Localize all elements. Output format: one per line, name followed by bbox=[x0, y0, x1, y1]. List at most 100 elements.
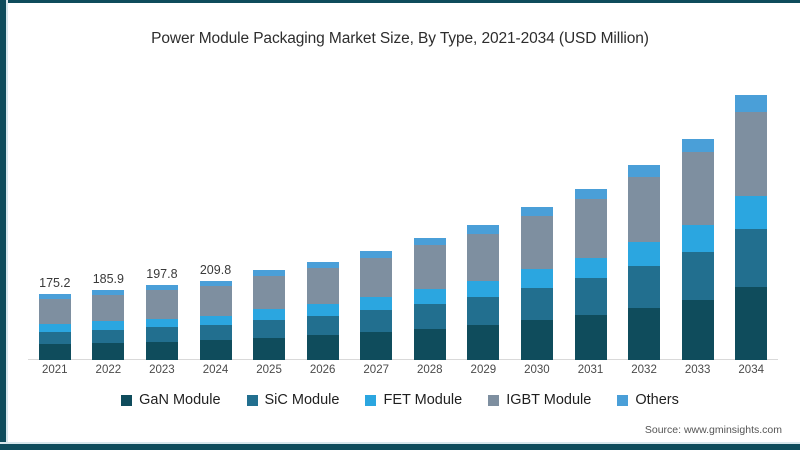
bar-segment[interactable] bbox=[467, 297, 500, 326]
bar-segment[interactable] bbox=[38, 331, 71, 345]
bar-segment[interactable] bbox=[145, 341, 178, 360]
source-attribution: Source: www.gminsights.com bbox=[644, 424, 782, 436]
bar-segment[interactable] bbox=[253, 276, 286, 310]
bar-segment[interactable] bbox=[145, 290, 178, 319]
legend-item-others[interactable]: Others bbox=[617, 392, 679, 408]
frame-bottom-border bbox=[0, 444, 800, 450]
bar-segment[interactable] bbox=[38, 293, 71, 299]
bar-segment[interactable] bbox=[520, 319, 553, 360]
bar-stack[interactable] bbox=[360, 251, 393, 360]
bar-segment[interactable] bbox=[467, 281, 500, 298]
bar-segment[interactable] bbox=[199, 340, 232, 360]
bar-stack[interactable] bbox=[628, 165, 661, 360]
bar-segment[interactable] bbox=[520, 269, 553, 288]
bar-segment[interactable] bbox=[145, 327, 178, 342]
bar-stack[interactable] bbox=[735, 95, 768, 360]
bar-segment[interactable] bbox=[92, 289, 125, 295]
bar-segment[interactable] bbox=[681, 300, 714, 360]
bar-segment[interactable] bbox=[413, 328, 446, 360]
bar-segment[interactable] bbox=[520, 216, 553, 270]
bar-segment[interactable] bbox=[735, 95, 768, 112]
bar-stack[interactable] bbox=[520, 207, 553, 360]
bar-segment[interactable] bbox=[681, 224, 714, 253]
bar-segment[interactable] bbox=[413, 303, 446, 329]
bar-segment[interactable] bbox=[574, 198, 607, 258]
bar-segment[interactable] bbox=[628, 307, 661, 360]
bar-segment[interactable] bbox=[306, 335, 339, 360]
bar-segment[interactable] bbox=[735, 287, 768, 360]
bar-segment[interactable] bbox=[92, 342, 125, 360]
bar-segment[interactable] bbox=[199, 315, 232, 325]
bar-segment[interactable] bbox=[681, 252, 714, 301]
bar-segment[interactable] bbox=[306, 315, 339, 336]
x-axis-tick-2025: 2025 bbox=[256, 364, 282, 376]
x-axis-tick-2026: 2026 bbox=[309, 364, 336, 376]
bar-segment[interactable] bbox=[253, 270, 286, 277]
bar-segment[interactable] bbox=[306, 262, 339, 269]
bar-value-label: 185.9 bbox=[92, 271, 124, 286]
bar-segment[interactable] bbox=[628, 176, 661, 242]
bar-stack[interactable] bbox=[574, 189, 607, 360]
bar-segment[interactable] bbox=[735, 195, 768, 229]
bar-segment[interactable] bbox=[413, 237, 446, 246]
bar-segment[interactable] bbox=[145, 318, 178, 328]
bar-segment[interactable] bbox=[574, 278, 607, 315]
bar-segment[interactable] bbox=[253, 319, 286, 338]
bar-segment[interactable] bbox=[199, 280, 232, 286]
bar-segment[interactable] bbox=[306, 304, 339, 316]
bar-segment[interactable] bbox=[413, 288, 446, 304]
x-axis-tick-2034: 2034 bbox=[738, 364, 764, 376]
bar-segment[interactable] bbox=[92, 294, 125, 322]
bar-stack[interactable] bbox=[253, 270, 286, 360]
legend-item-gan-module[interactable]: GaN Module bbox=[121, 392, 221, 408]
bar-segment[interactable] bbox=[145, 285, 178, 291]
bar-stack[interactable] bbox=[306, 262, 339, 360]
bar-segment[interactable] bbox=[628, 265, 661, 308]
bar-stack[interactable]: 197.8 bbox=[145, 267, 178, 360]
bar-segment[interactable] bbox=[253, 337, 286, 360]
legend-swatch-icon bbox=[617, 394, 629, 406]
bar-segment[interactable] bbox=[360, 257, 393, 298]
bar-segment[interactable] bbox=[253, 309, 286, 320]
bar-segment[interactable] bbox=[628, 165, 661, 177]
legend-item-igbt-module[interactable]: IGBT Module bbox=[488, 392, 591, 408]
bar-segment[interactable] bbox=[520, 207, 553, 217]
bar-segment[interactable] bbox=[574, 189, 607, 199]
bar-stack[interactable] bbox=[681, 139, 714, 360]
bar-segment[interactable] bbox=[92, 329, 125, 343]
bar-segment[interactable] bbox=[199, 324, 232, 341]
bar-segment[interactable] bbox=[467, 233, 500, 282]
bar-segment[interactable] bbox=[199, 285, 232, 316]
legend-item-fet-module[interactable]: FET Module bbox=[365, 392, 462, 408]
bar-segment[interactable] bbox=[306, 268, 339, 305]
bar-stack[interactable]: 185.9 bbox=[92, 272, 125, 360]
frame-left-inner-border bbox=[6, 0, 8, 450]
bar-stack[interactable] bbox=[413, 237, 446, 360]
bar-segment[interactable] bbox=[92, 321, 125, 330]
bar-segment[interactable] bbox=[467, 225, 500, 234]
bar-stack[interactable]: 209.8 bbox=[199, 263, 232, 360]
bar-segment[interactable] bbox=[38, 344, 71, 360]
x-axis-tick-2030: 2030 bbox=[524, 364, 550, 376]
bar-segment[interactable] bbox=[467, 325, 500, 360]
bar-segment[interactable] bbox=[735, 111, 768, 196]
bar-stack[interactable]: 175.2 bbox=[38, 276, 71, 360]
x-axis-tick-2023: 2023 bbox=[149, 364, 175, 376]
bar-segment[interactable] bbox=[681, 152, 714, 225]
bar-segment[interactable] bbox=[360, 251, 393, 258]
bar-segment[interactable] bbox=[574, 257, 607, 279]
x-axis-tick-2022: 2022 bbox=[95, 364, 122, 376]
bar-segment[interactable] bbox=[628, 241, 661, 266]
bar-segment[interactable] bbox=[38, 298, 71, 325]
legend-item-sic-module[interactable]: SiC Module bbox=[246, 392, 339, 408]
bar-segment[interactable] bbox=[413, 245, 446, 289]
bar-segment[interactable] bbox=[360, 297, 393, 311]
bar-segment[interactable] bbox=[520, 287, 553, 320]
bar-stack[interactable] bbox=[467, 225, 500, 360]
bar-segment[interactable] bbox=[681, 139, 714, 153]
bar-segment[interactable] bbox=[38, 324, 71, 332]
bar-segment[interactable] bbox=[735, 228, 768, 288]
bar-segment[interactable] bbox=[574, 314, 607, 360]
bar-segment[interactable] bbox=[360, 310, 393, 333]
bar-segment[interactable] bbox=[360, 332, 393, 360]
